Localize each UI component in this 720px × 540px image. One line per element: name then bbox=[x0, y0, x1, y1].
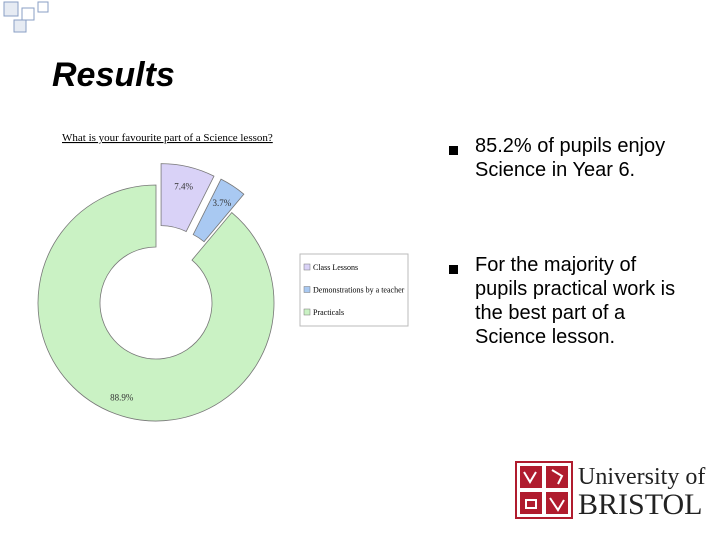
university-logo: University of BRISTOL bbox=[515, 461, 705, 521]
legend-label: Demonstrations by a teacher bbox=[313, 286, 405, 295]
data-label: 3.7% bbox=[212, 198, 231, 208]
legend-swatch bbox=[303, 308, 311, 316]
corner-decoration bbox=[0, 1, 720, 37]
legend-swatch bbox=[303, 286, 311, 293]
legend-box bbox=[299, 253, 409, 327]
legend-label: Practicals bbox=[313, 308, 344, 317]
data-label: 88.9% bbox=[110, 392, 134, 402]
bullet-marker bbox=[449, 146, 458, 155]
data-label: 7.4% bbox=[174, 181, 193, 191]
bullet-text: 85.2% of pupils enjoy Science in Year 6. bbox=[475, 135, 666, 181]
legend: Class Lessons Demonstrations by a teacher… bbox=[299, 253, 409, 327]
slide-title: Results bbox=[52, 56, 175, 94]
donut-slice bbox=[192, 178, 245, 243]
donut-chart: 7.4% 3.7% 88.9% bbox=[37, 163, 275, 422]
bullet-marker bbox=[449, 265, 458, 274]
logo-line1: University of bbox=[578, 464, 705, 490]
legend-label: Class Lessons bbox=[313, 263, 358, 272]
chart-title: What is your favourite part of a Science… bbox=[62, 132, 273, 144]
bullet-text: For the majority of pupils practical wor… bbox=[475, 254, 676, 348]
donut-slice bbox=[37, 184, 275, 422]
donut-slice bbox=[160, 163, 215, 233]
legend-swatch bbox=[303, 263, 311, 271]
logo-line2: BRISTOL bbox=[578, 488, 702, 521]
